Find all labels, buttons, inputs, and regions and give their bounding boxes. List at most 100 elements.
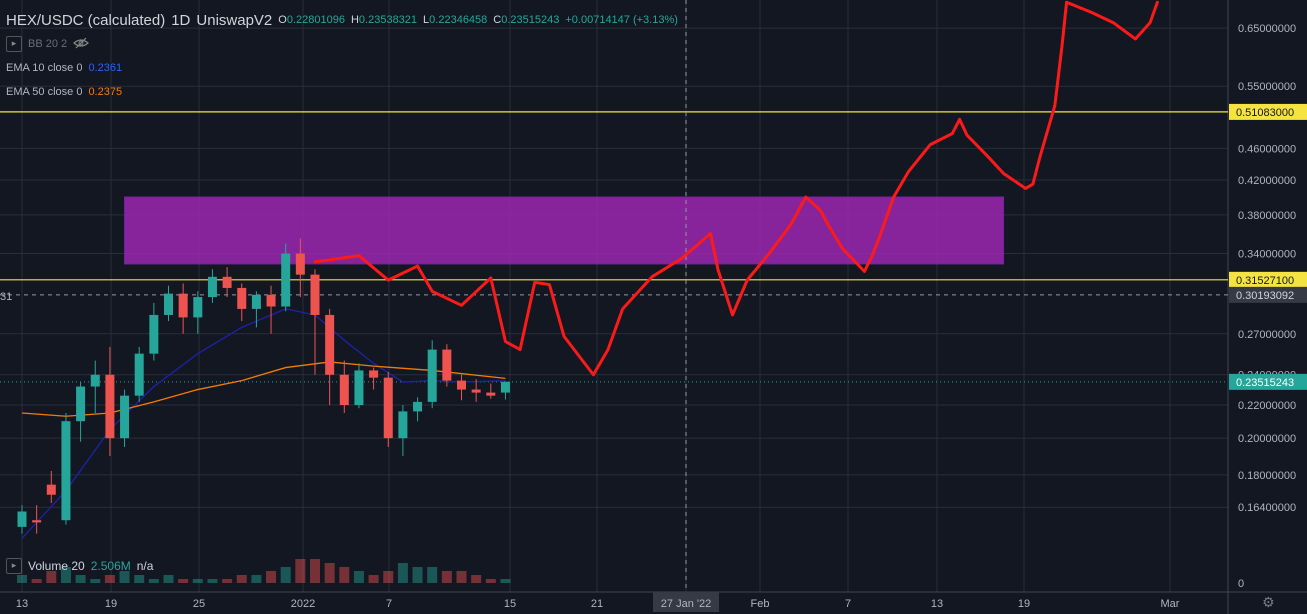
candle-body[interactable] [325,314,335,375]
volume-value: 2.506M [90,559,131,573]
candle-body[interactable] [17,511,27,527]
price-label: 0.23515243 [1236,377,1294,389]
volume-label: Volume 20 [28,559,85,573]
candle-body[interactable] [354,370,364,406]
price-tick-label: 0.20000000 [1238,433,1296,445]
volume-legend[interactable]: ▸ Volume 20 2.506M n/a [6,558,153,574]
price-tick-label: 0.55000000 [1238,81,1296,93]
volume-bar [148,579,159,583]
candle-body[interactable] [442,349,452,381]
volume-bar [397,563,408,583]
indicator-ema10[interactable]: EMA 10 close 0 0.2361 [6,56,678,80]
candle-body[interactable] [251,294,261,309]
time-tick-label: 25 [193,598,205,610]
volume-axis-label: 0 [1238,578,1244,590]
time-tick-label: Feb [751,598,770,610]
candle-body[interactable] [500,381,510,393]
candle-body[interactable] [193,297,203,318]
volume-bar [485,579,496,583]
candle-body[interactable] [310,274,320,315]
price-tick-label: 0.16400000 [1238,502,1296,514]
candle-body[interactable] [90,374,100,387]
volume-bar [324,563,335,583]
volume-bar [90,579,101,583]
candle-body[interactable] [164,293,173,315]
collapse-volume-icon[interactable]: ▸ [6,558,22,574]
crosshair-date-bg [653,592,719,612]
candle-body[interactable] [398,411,408,439]
candle-body[interactable] [383,377,393,439]
candle-body[interactable] [207,276,217,298]
time-tick-label: Mar [1161,598,1180,610]
time-tick-label: 13 [16,598,28,610]
volume-bar [75,575,86,583]
eye-hidden-icon[interactable] [73,37,90,52]
candle-body[interactable] [178,293,188,318]
price-label-bg [1229,286,1307,303]
hand-drawn-projection[interactable] [313,0,1159,377]
volume-bar [178,579,189,583]
candle-body[interactable] [281,253,291,307]
symbol-row: HEX/USDC (calculated) 1D UniswapV2 O0.22… [6,8,678,32]
volume-bar [60,567,71,583]
volume-bar [207,579,218,583]
time-tick-label: 19 [105,598,117,610]
ohlc-change: +0.00714147 (+3.13%) [565,14,678,26]
price-tick-label: 0.27000000 [1238,329,1296,341]
volume-bar [500,579,511,583]
volume-bar [236,575,247,583]
price-tick-label: 0.42000000 [1238,175,1296,187]
candle-body[interactable] [237,287,247,309]
candle-body[interactable] [105,374,115,439]
candle-body[interactable] [413,401,423,412]
time-tick-label: 15 [504,598,516,610]
candle-body[interactable] [486,392,496,396]
candle-body[interactable] [46,484,56,495]
collapse-icon[interactable]: ▸ [6,36,22,52]
volume-bar [412,567,423,583]
candle-body[interactable] [76,386,86,422]
volume-bar [251,575,262,583]
volume-bar [119,571,130,583]
indicator-ema50[interactable]: EMA 50 close 0 0.2375 [6,80,678,104]
candle-body[interactable] [61,421,71,521]
volume-bar [339,567,350,583]
price-label: 0.51083000 [1236,107,1294,119]
candle-body[interactable] [427,349,437,402]
candle-body[interactable] [295,253,305,275]
candle-body[interactable] [266,294,276,307]
candle-body[interactable] [32,520,42,523]
ema50-label: EMA 50 close 0 [6,86,83,98]
candle-body[interactable] [134,353,144,396]
candle-body[interactable] [120,395,130,439]
volume-bar [383,571,394,583]
resistance-zone-rectangle[interactable] [124,196,1005,265]
candle-body[interactable] [222,276,232,288]
volume-bar [441,571,452,583]
price-tick-label: 0.34000000 [1238,249,1296,261]
price-tick-label: 0.38000000 [1238,210,1296,222]
indicator-bb[interactable]: ▸ BB 20 2 [6,32,678,56]
ema10-line [21,308,506,539]
ohlc-high: H0.23538321 [350,14,418,26]
candle-body[interactable] [149,314,159,354]
ema50-line [21,361,506,417]
ema10-label: EMA 10 close 0 [6,62,83,74]
volume-bar [134,575,145,583]
candle-body[interactable] [471,389,481,393]
volume-bar [266,571,277,583]
symbol-name[interactable]: HEX/USDC (calculated) [6,11,166,29]
time-tick-label: 7 [845,598,851,610]
interval-label[interactable]: 1D [171,11,191,29]
settings-gear-icon[interactable]: ⚙ [1262,594,1275,610]
left-edge-label: 31 [0,291,12,303]
candle-body[interactable] [369,370,379,378]
candle-body[interactable] [339,374,349,406]
volume-bar [456,571,467,583]
candle-body[interactable] [457,380,466,390]
price-tick-label: 0.22000000 [1238,400,1296,412]
time-tick-label: 13 [931,598,943,610]
bb-label: BB 20 2 [28,38,68,50]
volume-bar [31,579,42,583]
